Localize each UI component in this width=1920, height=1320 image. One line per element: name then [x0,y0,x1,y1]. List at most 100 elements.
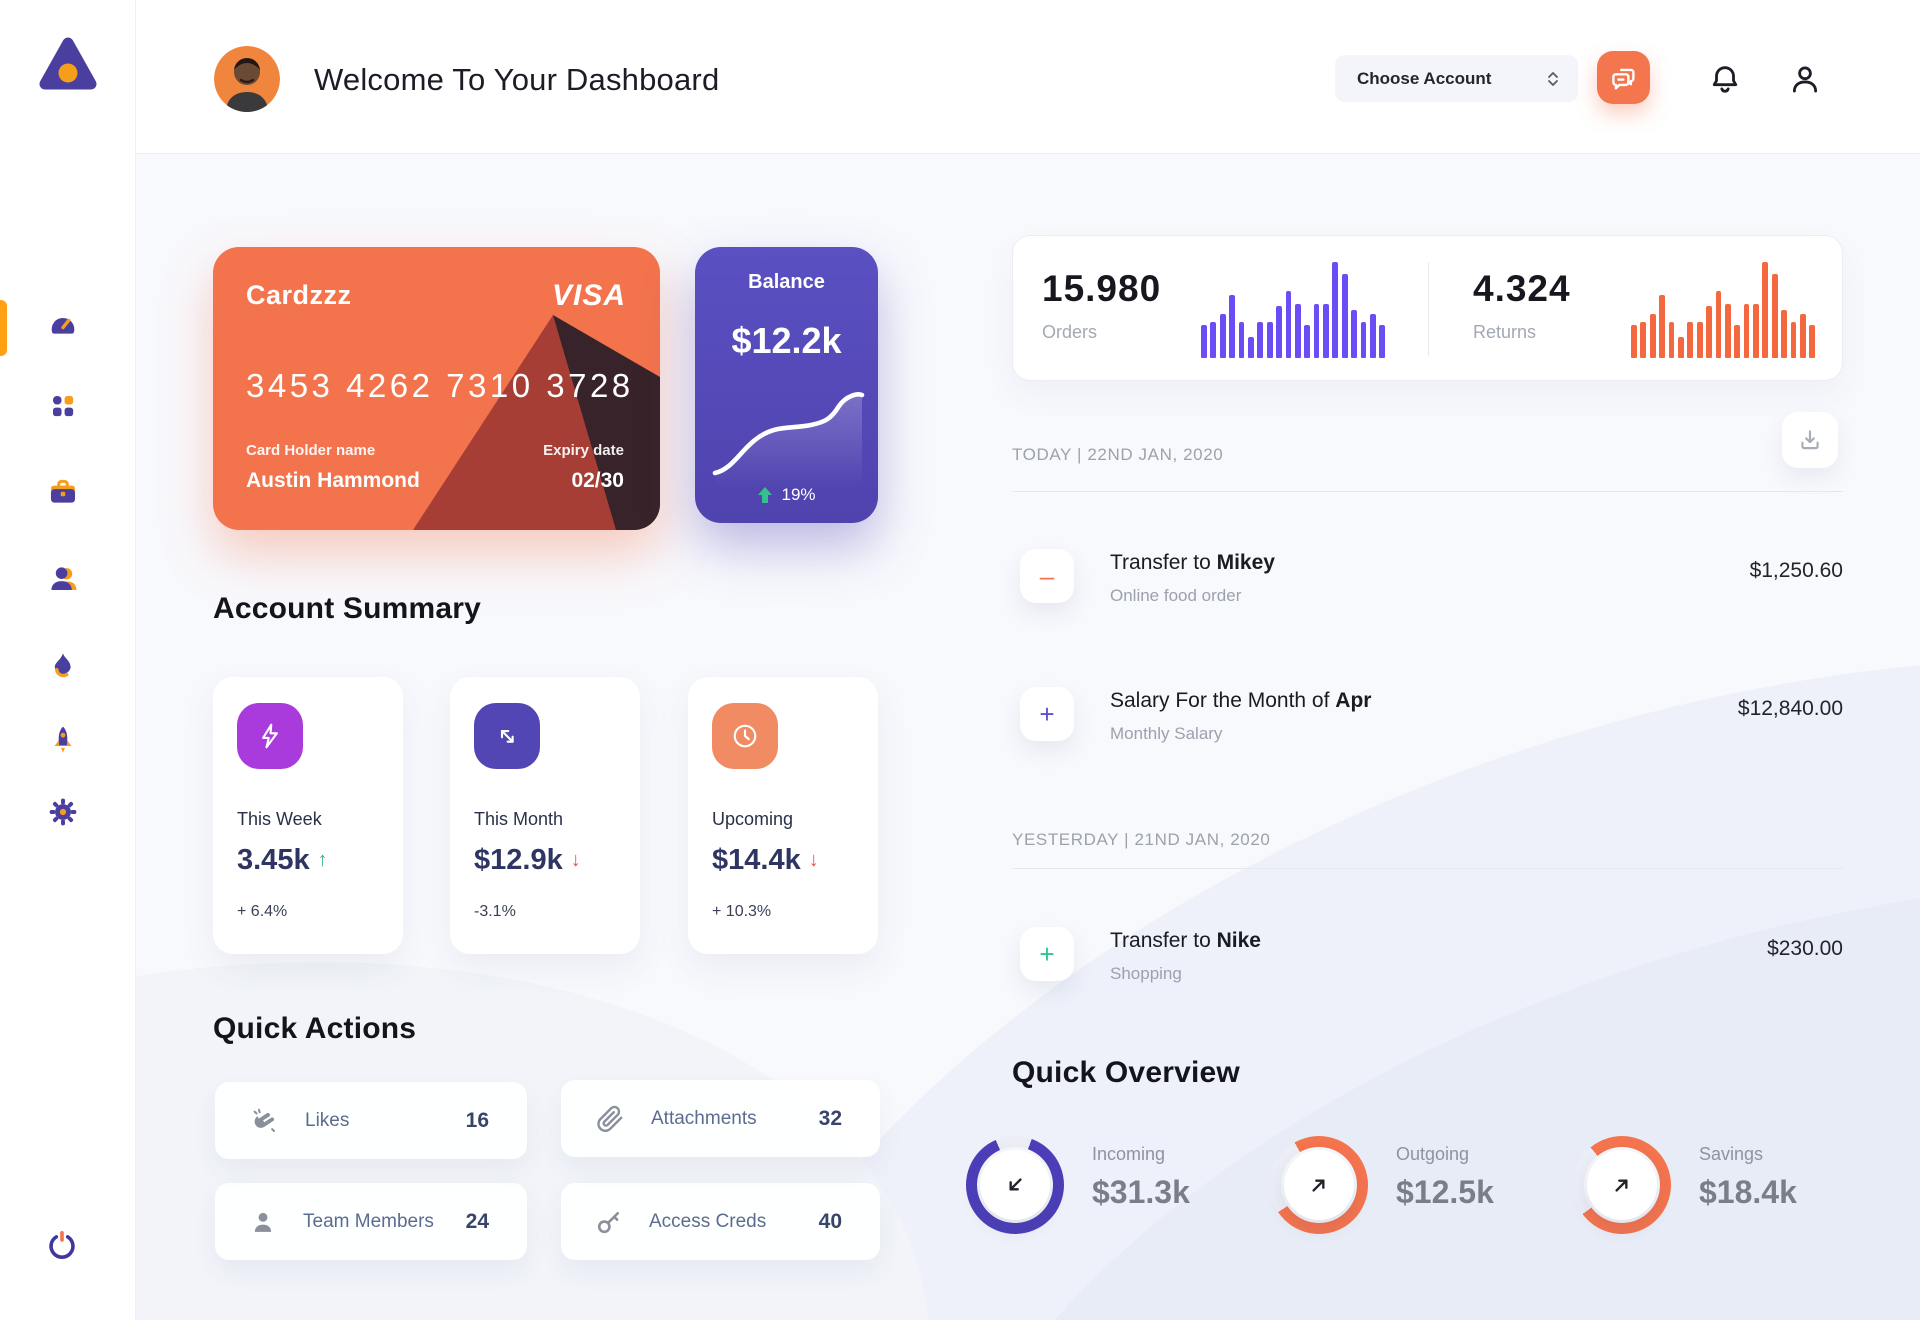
overview-outgoing: Outgoing $12.5k [1270,1132,1570,1242]
rocket-icon [54,726,72,753]
download-icon [1801,430,1819,450]
up-arrow-icon [758,487,773,503]
trend-arrow: ↑ [317,849,328,871]
quick-actions-title: Quick Actions [213,1012,417,1045]
briefcase-icon [50,479,76,503]
mini-bar [1210,321,1217,358]
card-expiry: 02/30 [571,469,624,492]
quick-action-attachments[interactable]: Attachments 32 [561,1080,880,1157]
mini-bar [1379,325,1386,358]
sidebar-item-apps[interactable] [41,384,85,428]
grid-icon [53,396,74,417]
power-icon [49,1231,75,1259]
download-button[interactable] [1782,412,1838,468]
page-title: Welcome To Your Dashboard [314,62,720,97]
transaction-row[interactable]: + Salary For the Month of Apr Monthly Sa… [1012,687,1843,743]
mini-bar [1724,304,1731,358]
profile-icon [1792,66,1818,93]
sidebar-item-settings[interactable] [41,790,85,834]
logout-button[interactable] [44,1228,84,1268]
orders-mini-chart [1201,260,1386,358]
mini-bar [1304,325,1311,358]
transaction-subtitle: Online food order [1110,586,1242,605]
card-holder-name: Austin Hammond [246,469,420,492]
notifications-button[interactable] [1708,62,1742,96]
mini-bar [1781,310,1788,358]
sidebar-item-launch[interactable] [41,718,85,762]
mini-bar [1360,321,1367,358]
profile-button[interactable] [1788,62,1822,96]
returns-mini-chart [1631,260,1816,358]
lightning-icon [237,703,303,769]
down-left-arrow-icon [980,1150,1050,1220]
transactions-group-header-yesterday: YESTERDAY | 21ND JAN, 2020 [1012,830,1271,849]
mini-bar [1341,273,1348,358]
transaction-sign: + [1020,687,1074,741]
summary-label: Upcoming [712,809,794,829]
summary-delta: + 10.3% [712,903,772,920]
mini-bar [1229,294,1235,358]
mini-bar [1285,290,1292,358]
person-icon [51,567,77,591]
sidebar-item-dashboard[interactable] [41,302,85,346]
orders-returns-card: 15.980 Orders 4.324 Returns [1012,235,1843,381]
key-icon [597,1211,620,1233]
messages-button[interactable] [1597,51,1650,104]
clap-icon [253,1108,275,1132]
diagonal-arrow-icon [474,703,540,769]
divider [1012,868,1843,869]
quick-action-access-creds[interactable]: Access Creds 40 [561,1183,880,1260]
overview-label: Incoming [1092,1144,1166,1164]
summary-card-this-month[interactable]: This Month $12.9k ↓ -3.1% [450,677,640,954]
mini-bar [1294,304,1301,358]
mini-bar [1631,325,1637,358]
summary-card-this-week[interactable]: This Week 3.45k ↑ + 6.4% [213,677,403,954]
sidebar-item-activity[interactable] [41,644,85,688]
mini-bar [1809,325,1816,358]
summary-card-upcoming[interactable]: Upcoming $14.4k ↓ + 10.3% [688,677,878,954]
up-right-arrow-icon [1284,1150,1354,1220]
balance-card[interactable]: Balance $12.2k 19% [695,247,878,523]
app-logo[interactable] [35,30,101,96]
quick-action-label: Access Creds [649,1210,767,1232]
quick-action-likes[interactable]: Likes 16 [215,1082,527,1159]
quick-action-label: Team Members [303,1210,434,1232]
card-name: Cardzzz [246,280,352,310]
mini-bar [1257,321,1264,358]
transaction-title: Salary For the Month of Apr [1110,689,1372,712]
account-select[interactable]: Choose Account [1335,55,1578,102]
mini-bar [1370,313,1376,358]
card-pattern [413,315,660,530]
bank-card[interactable]: Cardzzz VISA 3453 4262 7310 3728 Card Ho… [213,247,660,530]
mini-bar [1332,262,1339,358]
transaction-row[interactable]: – Transfer to Mikey Online food order $1… [1012,549,1843,605]
summary-value: $12.9k ↓ [474,844,581,876]
overview-value: $18.4k [1699,1174,1797,1210]
mini-bar [1247,336,1254,358]
transaction-sign: – [1020,549,1074,603]
quick-action-count: 32 [818,1106,842,1130]
card-expiry-label: Expiry date [543,442,624,459]
balance-label: Balance [748,271,825,293]
sidebar-item-work[interactable] [41,470,85,514]
chat-bubbles-icon [1611,68,1635,90]
quick-action-team-members[interactable]: Team Members 24 [215,1183,527,1260]
transaction-subtitle: Shopping [1110,964,1182,983]
sidebar-item-team[interactable] [41,556,85,600]
transaction-amount: $230.00 [1767,937,1843,960]
user-avatar[interactable] [214,46,280,112]
summary-label: This Week [237,809,322,829]
transaction-row[interactable]: + Transfer to Nike Shopping $230.00 [1012,927,1843,983]
summary-label: This Month [474,809,564,829]
summary-value: 3.45k ↑ [237,844,328,876]
mini-bar [1659,294,1665,358]
overview-label: Savings [1699,1144,1764,1164]
mini-bar [1201,325,1207,358]
quick-action-count: 16 [465,1108,489,1132]
mini-bar [1734,325,1741,358]
card-number: 3453 4262 7310 3728 [246,367,634,404]
mini-bar [1351,310,1358,358]
active-nav-indicator [0,300,7,356]
mini-bar [1706,306,1712,358]
divider [1428,262,1429,356]
